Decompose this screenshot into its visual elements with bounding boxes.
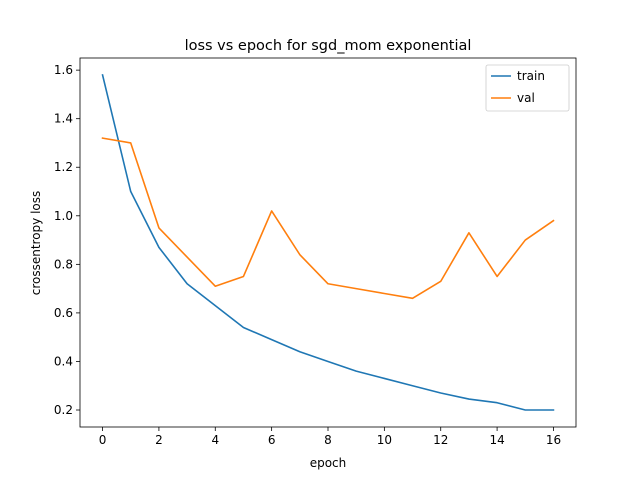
x-tick-label: 0 [99, 433, 107, 447]
x-tick-label: 2 [155, 433, 163, 447]
legend: train val [485, 64, 570, 112]
y-tick-label: 0.2 [54, 403, 73, 417]
plot-frame [79, 57, 577, 428]
plot-area [79, 57, 577, 428]
x-axis: 0 2 4 6 8 10 12 14 16 [99, 427, 561, 447]
x-axis-label: epoch [310, 456, 347, 470]
x-tick-label: 16 [546, 433, 561, 447]
x-tick-label: 10 [377, 433, 392, 447]
y-axis-label: crossentropy loss [29, 191, 43, 296]
x-tick-label: 8 [324, 433, 332, 447]
y-tick-label: 1.4 [54, 112, 73, 126]
y-tick-label: 0.4 [54, 354, 73, 368]
series-line-train [101, 74, 555, 411]
series-line-val [101, 137, 555, 300]
series-layer [101, 74, 555, 411]
y-axis: 0.2 0.4 0.6 0.8 1.0 1.2 1.4 1.6 [54, 63, 80, 417]
y-tick-label: 0.6 [54, 306, 73, 320]
y-tick-label: 0.8 [54, 257, 73, 271]
x-tick-label: 12 [433, 433, 448, 447]
y-tick-label: 1.6 [54, 63, 73, 77]
y-tick-label: 1.0 [54, 209, 73, 223]
legend-label-train: train [517, 69, 545, 83]
y-tick-label: 1.2 [54, 160, 73, 174]
legend-label-val: val [517, 91, 535, 105]
x-tick-label: 4 [211, 433, 219, 447]
x-tick-label: 14 [489, 433, 504, 447]
x-tick-label: 6 [268, 433, 276, 447]
chart-title: loss vs epoch for sgd_mom exponential [185, 38, 472, 54]
